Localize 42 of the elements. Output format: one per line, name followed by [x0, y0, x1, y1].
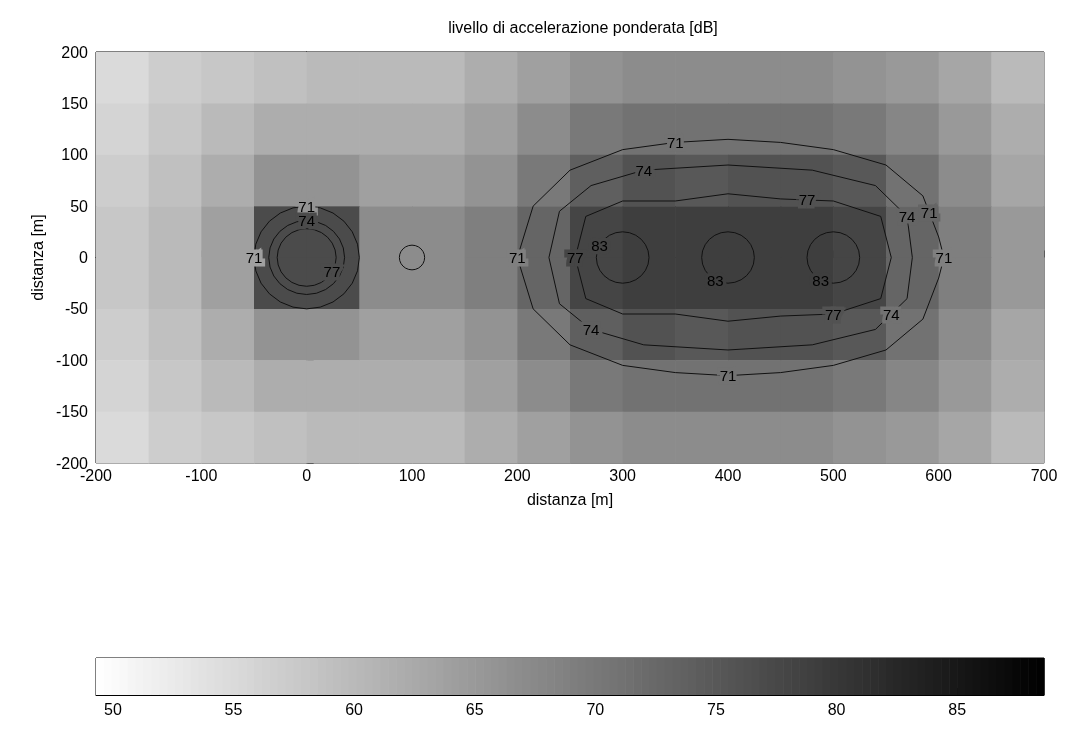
y-tick-label: 50 — [70, 197, 89, 215]
annotation: 83 — [812, 271, 830, 289]
color-bar-label: 70 — [586, 700, 605, 718]
annotation: 83 — [707, 271, 724, 289]
annotation: 74 — [635, 161, 653, 179]
x-tick-label: -100 — [185, 466, 218, 484]
y-tick-label: 200 — [61, 43, 89, 61]
x-axis-title: distanza [m] — [526, 490, 614, 508]
x-tick-label: 200 — [503, 466, 531, 484]
x-tick-label: 700 — [1030, 466, 1058, 484]
color-bar-label: 55 — [224, 700, 243, 718]
y-tick-label: -150 — [55, 403, 89, 421]
annotation: 71 — [508, 249, 526, 266]
annotation: 71 — [935, 249, 953, 266]
color-bar-label: 65 — [465, 700, 484, 718]
x-tick-label: 0 — [302, 466, 312, 484]
annotation: 77 — [323, 263, 341, 281]
annotation: 74 — [582, 320, 600, 338]
color-bar-label: 85 — [948, 700, 967, 718]
y-axis-title: distanza [m] — [28, 214, 46, 301]
x-tick-label: 100 — [398, 466, 426, 484]
annotation: 77 — [824, 305, 842, 323]
y-tick-label: 150 — [61, 94, 89, 112]
annotation: 71 — [920, 203, 938, 221]
x-tick-label: 400 — [714, 466, 742, 484]
color-bar-label: 75 — [707, 700, 725, 718]
y-tick-label: -50 — [64, 300, 89, 318]
y-tick-label: -100 — [55, 351, 89, 369]
annotation: 77 — [798, 191, 816, 209]
x-tick-label: 600 — [925, 466, 953, 484]
annotation: 74 — [298, 212, 316, 230]
x-tick-label: 500 — [819, 466, 847, 484]
y-tick-label: 100 — [61, 146, 89, 164]
color-bar-label: 60 — [345, 700, 364, 718]
annotation: 77 — [566, 249, 584, 266]
y-tick-label: 0 — [79, 249, 89, 266]
color-bar-label: 80 — [827, 700, 846, 718]
annotation: 83 — [591, 236, 608, 254]
annotation: 74 — [898, 207, 916, 225]
color-bar-label: 50 — [103, 700, 122, 718]
x-tick-label: 300 — [609, 466, 637, 484]
chart-title: livello di accelerazione ponderata [dB] — [448, 18, 718, 36]
